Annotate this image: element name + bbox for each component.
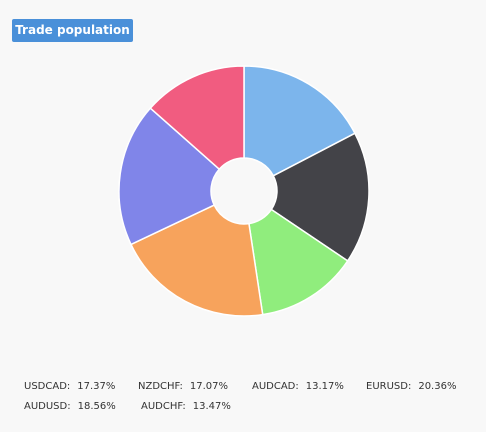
trade-population-donut-chart	[118, 65, 370, 317]
legend-row: AUDUSD: 18.56% AUDCHF: 13.47%	[24, 396, 480, 416]
legend-label-eurusd: EURUSD:	[366, 380, 412, 392]
legend-value-eurusd: 20.36%	[418, 380, 457, 392]
legend-row: USDCAD: 17.37% NZDCHF: 17.07% AUDCAD: 13.17…	[24, 376, 480, 396]
slice-audchf[interactable]	[149, 65, 245, 170]
legend-value-audchf: 13.47%	[192, 400, 231, 412]
slice-audusd[interactable]	[118, 107, 221, 246]
legend-label-usdcad: USDCAD:	[24, 380, 71, 392]
legend-item-eurusd: EURUSD: 20.36%	[366, 381, 480, 392]
legend-label-audusd: AUDUSD:	[24, 400, 71, 412]
legend-label-audcad: AUDCAD:	[252, 380, 299, 392]
legend-item-audusd: AUDUSD: 18.56%	[24, 401, 141, 412]
slice-eurusd[interactable]	[130, 204, 264, 317]
chart-legend: USDCAD: 17.37% NZDCHF: 17.07% AUDCAD: 13.17…	[24, 376, 480, 416]
legend-value-usdcad: 17.37%	[77, 380, 116, 392]
legend-label-audchf: AUDCHF:	[141, 400, 186, 412]
legend-item-audchf: AUDCHF: 13.47%	[141, 401, 258, 412]
slice-nzdchf[interactable]	[270, 132, 370, 262]
slice-usdcad[interactable]	[243, 65, 356, 177]
legend-item-nzdchf: NZDCHF: 17.07%	[138, 381, 252, 392]
trade-population-button[interactable]: Trade population	[12, 19, 133, 42]
legend-label-nzdchf: NZDCHF:	[138, 380, 183, 392]
legend-value-audcad: 13.17%	[305, 380, 344, 392]
legend-item-usdcad: USDCAD: 17.37%	[24, 381, 138, 392]
legend-value-audusd: 18.56%	[77, 400, 116, 412]
legend-value-nzdchf: 17.07%	[189, 380, 229, 392]
legend-item-audcad: AUDCAD: 13.17%	[252, 381, 366, 392]
slice-audcad[interactable]	[248, 208, 349, 316]
